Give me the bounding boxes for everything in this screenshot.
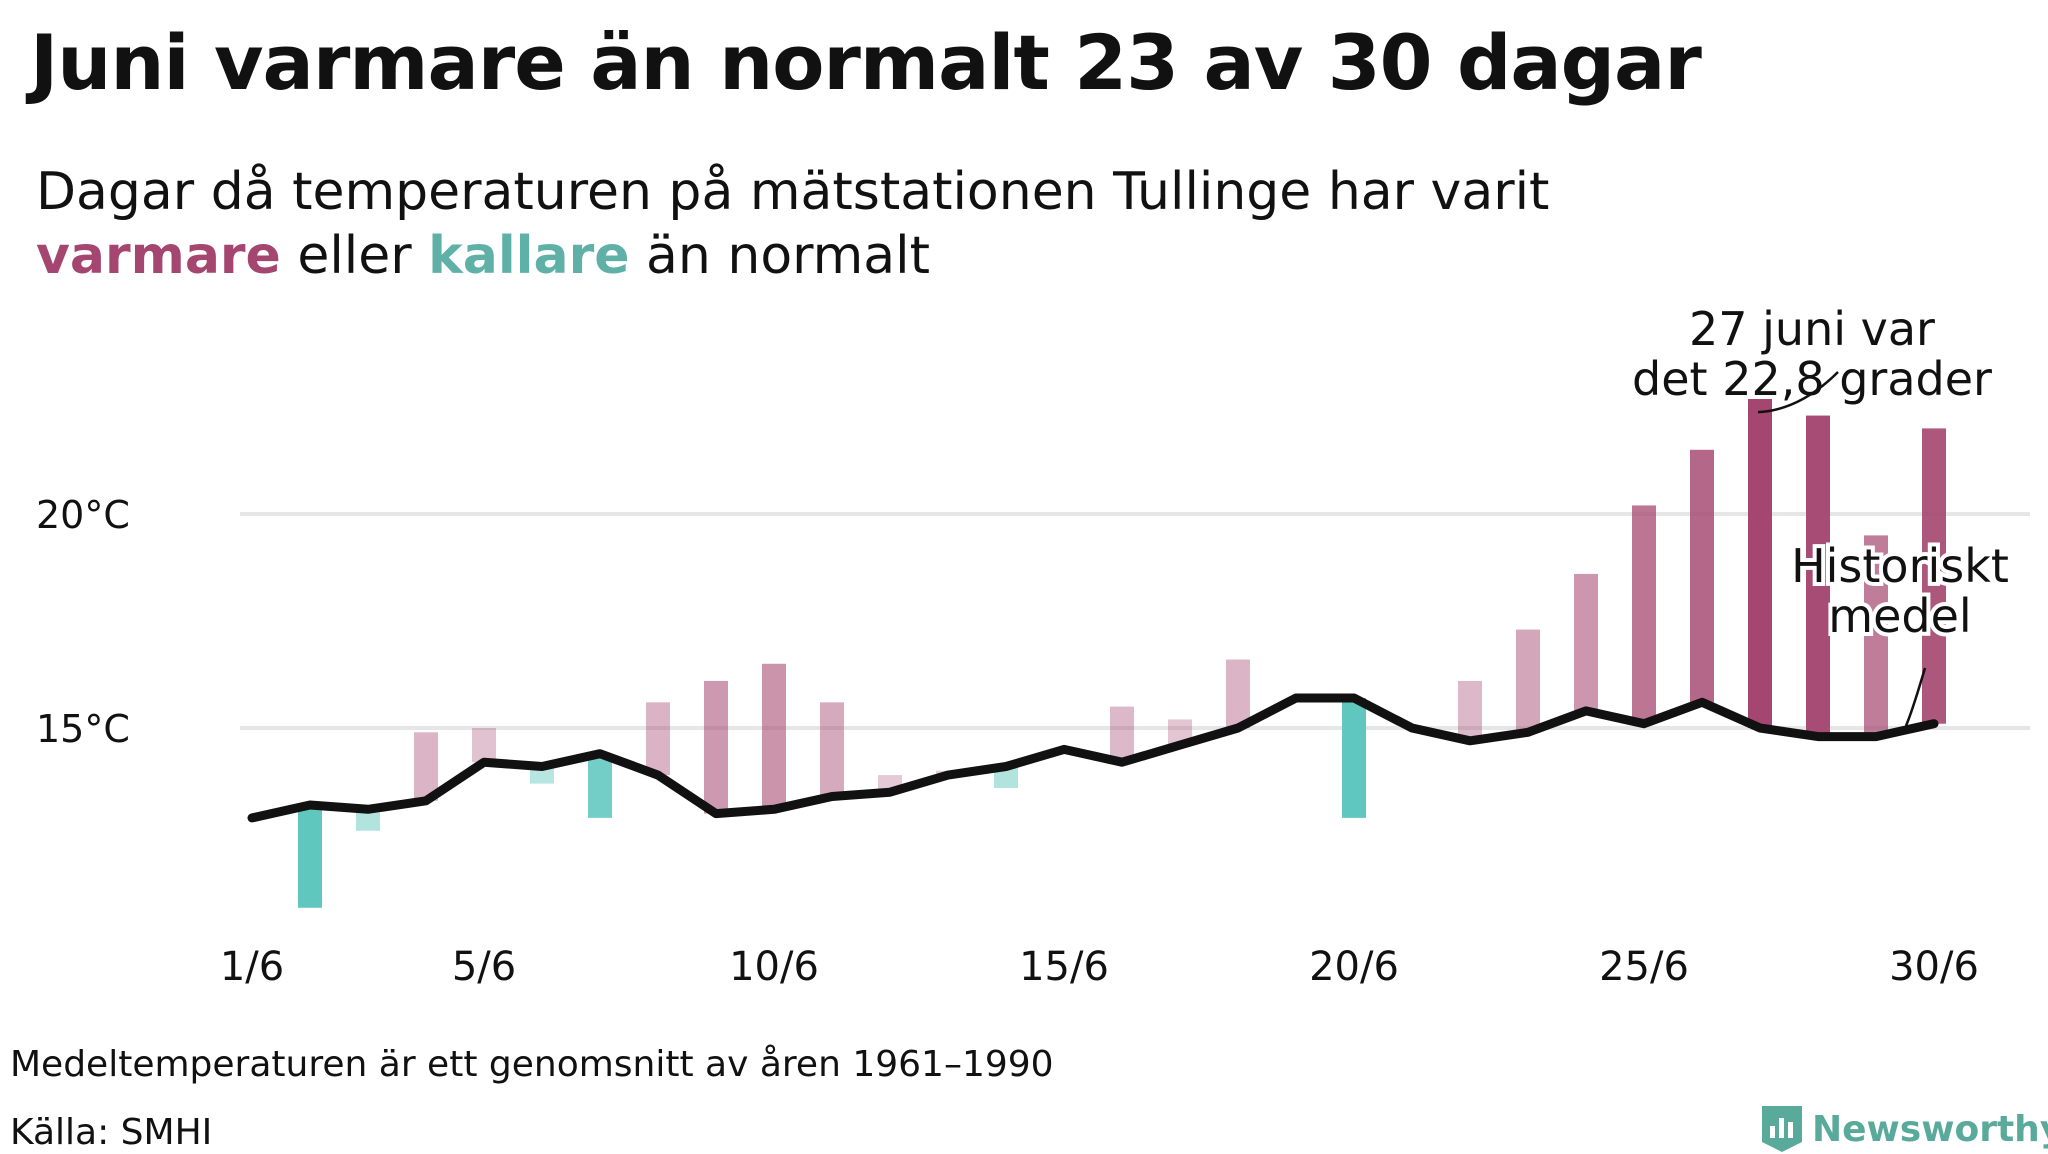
source-note: Källa: SMHI — [10, 1112, 213, 1153]
bar-20-6 — [1342, 698, 1366, 818]
x-tick-label: 20/6 — [1309, 944, 1399, 990]
bar-25-6 — [1632, 505, 1656, 724]
bar-9-6 — [704, 680, 728, 814]
annotation-max-temp-pointer — [1757, 371, 1839, 414]
bar-26-6 — [1690, 449, 1714, 703]
subtitle-line1: Dagar då temperaturen på mätstationen Tu… — [36, 162, 1550, 222]
annotation-historical-mean: Historiskt — [1791, 539, 2009, 593]
bar-23-6 — [1516, 629, 1540, 733]
annotation-historical-mean-pointer — [1904, 667, 1927, 727]
bar-6-6 — [530, 766, 554, 784]
bar-16-6 — [1110, 706, 1134, 763]
subtitle-warm-word: varmare — [36, 226, 281, 286]
bar-7-6 — [588, 753, 612, 818]
historical-mean-line — [247, 693, 1939, 823]
bar-24-6 — [1574, 573, 1598, 711]
line-layer — [247, 693, 1939, 823]
annotation-historical-mean: medel — [1828, 589, 1971, 643]
chart-subtitle: Dagar då temperaturen på mätstationen Tu… — [36, 160, 1549, 288]
chart-title: Juni varmare än normalt 23 av 30 dagar — [30, 18, 1702, 107]
bar-11-6 — [820, 702, 844, 797]
annotation-max-temp: 27 juni var — [1689, 302, 1935, 356]
x-tick-label: 30/6 — [1889, 944, 1979, 990]
x-tick-label: 25/6 — [1599, 944, 1689, 990]
brand-logo: Newsworthy — [1760, 1104, 2048, 1154]
bar-3-6 — [356, 809, 380, 831]
brand-name: Newsworthy — [1812, 1108, 2048, 1150]
x-tick-label: 10/6 — [729, 944, 819, 990]
newsworthy-logo-icon — [1762, 1106, 1802, 1152]
subtitle-mid: eller — [280, 226, 429, 286]
x-tick-label: 15/6 — [1019, 944, 1109, 990]
annotation-max-temp: det 22,8 grader — [1632, 352, 1992, 406]
bar-22-6 — [1458, 680, 1482, 741]
subtitle-end: än normalt — [629, 226, 930, 286]
bar-18-6 — [1226, 659, 1250, 728]
bar-8-6 — [646, 702, 670, 776]
bar-27-6 — [1748, 394, 1772, 728]
x-tick-label: 1/6 — [220, 944, 284, 990]
bar-30-6 — [1922, 428, 1946, 724]
axis-layer: 15°C 20°C 1/6 5/6 10/6 15/6 20/6 25/6 30/6 — [36, 493, 1979, 990]
bar-4-6 — [414, 732, 438, 801]
y-tick-label: 20°C — [36, 493, 130, 537]
bar-10-6 — [762, 663, 786, 810]
bar-29-6 — [1864, 535, 1888, 737]
bar-layer — [298, 394, 1946, 908]
footnote: Medeltemperaturen är ett genomsnitt av å… — [10, 1044, 1054, 1085]
grid-layer — [240, 512, 2030, 730]
subtitle-cold-word: kallare — [428, 226, 630, 286]
x-tick-label: 5/6 — [452, 944, 516, 990]
bar-2-6 — [298, 805, 322, 908]
y-tick-label: 15°C — [36, 707, 130, 751]
bar-5-6 — [472, 728, 496, 763]
bar-28-6 — [1806, 415, 1830, 737]
